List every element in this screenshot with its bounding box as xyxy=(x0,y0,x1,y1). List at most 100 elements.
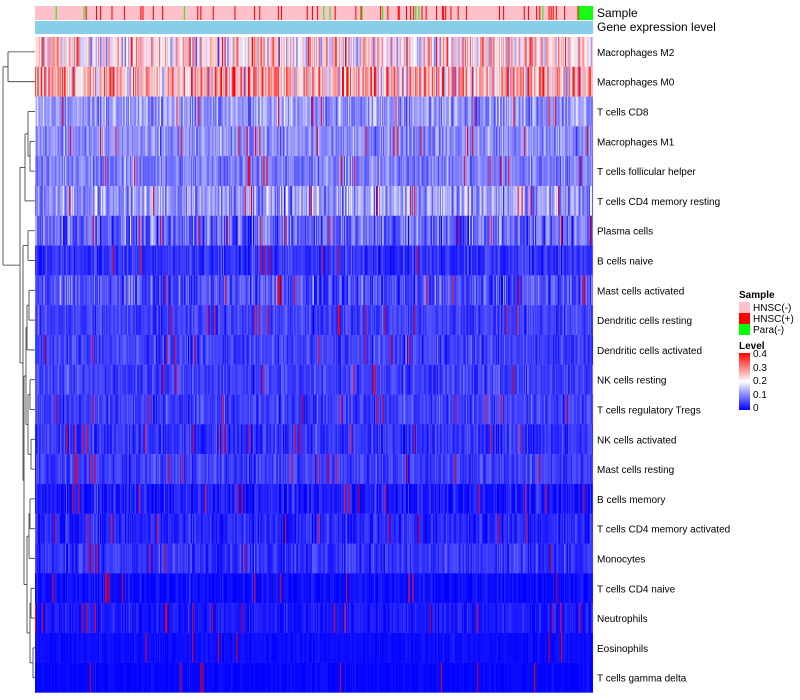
heatmap-cell xyxy=(268,126,270,157)
heatmap-cell xyxy=(402,275,404,306)
heatmap-cell xyxy=(397,126,399,157)
heatmap-cell xyxy=(41,96,43,127)
heatmap-cell xyxy=(427,275,429,306)
heatmap-cell xyxy=(374,96,377,127)
heatmap-cell xyxy=(75,275,77,306)
heatmap-cell xyxy=(522,186,524,216)
heatmap-cell xyxy=(259,126,261,157)
heatmap-cell xyxy=(585,126,587,157)
heatmap-cell xyxy=(398,37,400,67)
heatmap-cell xyxy=(225,186,227,216)
heatmap-cell xyxy=(511,215,513,246)
heatmap-cell xyxy=(553,126,555,157)
heatmap-cell xyxy=(56,96,58,127)
heatmap-cell xyxy=(112,96,114,127)
heatmap-cell xyxy=(87,186,89,216)
heatmap-cell xyxy=(519,37,521,67)
heatmap-cell xyxy=(187,66,190,97)
heatmap-cell xyxy=(135,96,137,127)
heatmap-cell xyxy=(85,66,87,97)
heatmap-cell xyxy=(315,275,317,306)
heatmap-cell xyxy=(291,186,293,216)
heatmap-cell xyxy=(264,66,266,97)
heatmap-cell xyxy=(168,186,170,216)
heatmap-cell xyxy=(85,186,87,216)
heatmap-cell xyxy=(111,245,113,276)
heatmap-cell xyxy=(241,126,243,157)
heatmap-cell xyxy=(389,275,391,306)
heatmap-cell xyxy=(307,126,309,157)
heatmap-cell xyxy=(498,96,501,127)
heatmap-cell xyxy=(39,66,41,97)
heatmap-cell xyxy=(330,37,332,67)
heatmap-cell xyxy=(257,156,259,186)
heatmap-cell xyxy=(52,275,54,306)
heatmap-cell xyxy=(81,156,83,186)
heatmap-cell xyxy=(173,245,175,276)
heatmap-cell xyxy=(445,66,447,97)
heatmap-cell xyxy=(349,37,351,67)
heatmap-cell xyxy=(156,66,159,97)
heatmap-cell xyxy=(369,37,371,67)
heatmap-cell xyxy=(564,37,566,67)
heatmap-cell xyxy=(388,275,390,306)
heatmap-cell xyxy=(558,186,560,216)
heatmap-cell xyxy=(300,156,302,186)
heatmap-cell xyxy=(250,245,253,276)
heatmap-cell xyxy=(465,66,467,97)
heatmap-cell xyxy=(535,126,537,157)
heatmap-cell xyxy=(558,37,560,67)
heatmap-cell xyxy=(523,156,525,186)
sample-mark xyxy=(413,6,415,20)
heatmap-cell xyxy=(441,215,443,246)
heatmap-cell xyxy=(91,275,93,306)
heatmap-cell xyxy=(302,37,304,67)
heatmap-cell xyxy=(382,66,384,97)
heatmap-cell xyxy=(37,186,39,216)
heatmap-cell xyxy=(170,275,172,306)
heatmap-cell xyxy=(430,66,432,97)
heatmap-cell xyxy=(165,186,167,216)
heatmap-cell xyxy=(439,215,441,246)
heatmap-cell xyxy=(85,156,87,186)
heatmap-cell xyxy=(293,156,295,186)
heatmap-cell xyxy=(516,126,518,157)
heatmap-cell xyxy=(86,186,88,216)
heatmap-cell xyxy=(442,156,444,186)
heatmap-cell xyxy=(390,156,392,186)
heatmap-cell xyxy=(300,215,302,246)
heatmap-cell xyxy=(327,156,329,186)
heatmap-cell xyxy=(77,96,79,127)
heatmap-cell xyxy=(525,245,527,276)
heatmap-cell xyxy=(218,66,221,97)
heatmap-cell xyxy=(72,156,74,186)
heatmap-cell xyxy=(140,66,142,97)
heatmap-cell xyxy=(54,96,56,127)
heatmap-cell xyxy=(84,66,86,97)
heatmap-cell xyxy=(133,186,135,216)
heatmap-cell xyxy=(277,215,279,246)
heatmap-cell xyxy=(126,215,129,246)
heatmap-cell xyxy=(262,215,264,246)
heatmap-cell xyxy=(186,215,188,246)
heatmap-cell xyxy=(401,215,403,246)
heatmap-cell xyxy=(419,126,421,157)
heatmap-cell xyxy=(452,245,454,276)
heatmap-cell xyxy=(348,126,350,157)
heatmap-cell xyxy=(135,215,137,246)
heatmap-cell xyxy=(159,66,161,97)
heatmap-cell xyxy=(382,37,384,67)
heatmap-cell xyxy=(456,126,458,157)
heatmap-cell xyxy=(287,215,289,246)
heatmap-cell xyxy=(331,156,333,186)
heatmap-cell xyxy=(517,37,519,67)
heatmap-cell xyxy=(243,186,245,216)
heatmap-cell xyxy=(551,66,553,97)
heatmap-cell xyxy=(381,215,383,246)
heatmap-cell xyxy=(75,126,77,157)
heatmap-cell xyxy=(415,245,417,276)
heatmap-cell xyxy=(70,126,72,157)
heatmap-cell xyxy=(591,156,594,186)
heatmap-cell xyxy=(213,245,215,276)
heatmap-cell xyxy=(104,275,106,306)
